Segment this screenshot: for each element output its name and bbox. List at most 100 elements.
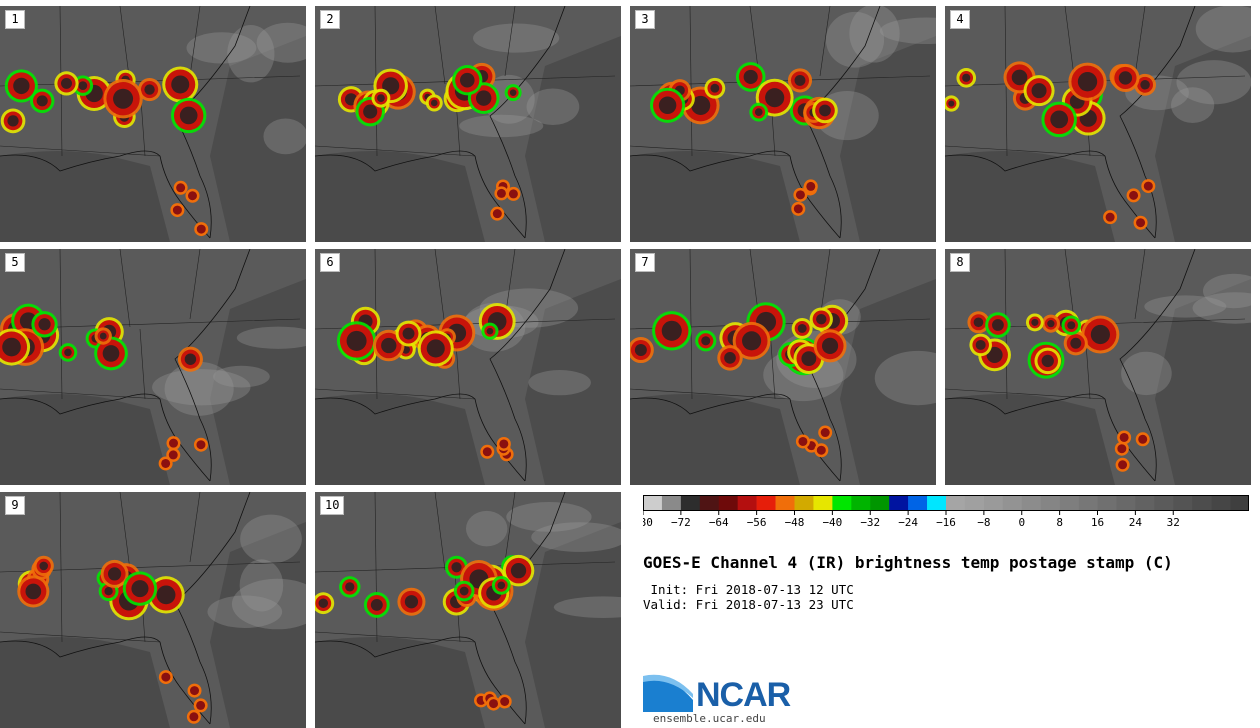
storm-core	[2, 337, 21, 357]
colorbar-swatch	[1154, 495, 1174, 511]
colorbar-swatch	[813, 495, 833, 511]
ir-map	[0, 249, 306, 485]
storm-core	[370, 598, 383, 611]
storm-core	[973, 317, 984, 328]
cloud	[1170, 87, 1215, 123]
cloud	[231, 578, 306, 630]
colorbar-swatch	[832, 495, 852, 511]
atlantic-water	[210, 279, 306, 485]
storm-core	[13, 77, 30, 95]
storm-core	[161, 458, 171, 468]
colorbar-swatch	[661, 495, 682, 511]
storm-core	[691, 95, 711, 115]
atlantic-water	[525, 522, 621, 728]
cloud	[263, 118, 306, 155]
cloud	[553, 596, 621, 618]
gulf-water	[0, 151, 170, 242]
storm-core	[1011, 69, 1028, 86]
storm-core	[798, 436, 808, 446]
storm-core	[489, 699, 499, 709]
coastline	[0, 492, 251, 725]
cloud	[186, 32, 257, 64]
storm-core	[459, 72, 475, 88]
colorbar-swatch	[1040, 495, 1060, 511]
storm-core	[345, 582, 355, 592]
ir-map	[315, 6, 621, 242]
cloud	[1203, 273, 1251, 309]
storm-core	[794, 74, 806, 86]
cloud	[256, 22, 306, 63]
storm-core	[381, 337, 397, 354]
storm-core	[1118, 71, 1133, 85]
storm-core	[172, 205, 182, 215]
storm-core	[742, 331, 762, 351]
cloud	[465, 510, 508, 547]
storm-core	[179, 106, 198, 125]
member-label: 2	[320, 10, 340, 29]
stamp-panel-4: 4	[945, 6, 1251, 242]
cloud	[236, 326, 306, 349]
ir-map	[315, 492, 621, 728]
ir-map	[0, 492, 306, 728]
storm-core	[795, 190, 805, 200]
cloud	[825, 11, 885, 68]
colorbar-swatch	[1211, 495, 1231, 511]
valid-time: Valid: Fri 2018-07-13 23 UTC	[643, 597, 854, 612]
ir-map	[0, 6, 306, 242]
storm-core	[661, 320, 682, 341]
coastline	[315, 6, 566, 239]
member-label: 1	[5, 10, 25, 29]
storm-core	[510, 562, 527, 579]
storm-core	[346, 330, 367, 351]
storm-core	[497, 581, 506, 590]
colorbar-swatch	[870, 495, 890, 511]
ir-map	[630, 249, 936, 485]
colorbar-swatch	[983, 495, 1004, 511]
storm-core	[113, 88, 134, 109]
storm-core	[1119, 432, 1129, 442]
colorbar-swatch	[794, 495, 814, 511]
colorbar-swatch	[699, 495, 720, 511]
storm-core	[1047, 320, 1055, 328]
storm-core	[1067, 321, 1076, 330]
gulf-water	[630, 394, 800, 485]
colorbar-swatch	[927, 495, 947, 511]
storm-core	[1031, 318, 1039, 326]
member-label: 7	[635, 253, 655, 272]
colorbar-swatch	[1192, 495, 1212, 511]
ncar-logo: NCAR ensemble.ucar.edu	[643, 670, 803, 726]
ir-map	[315, 249, 621, 485]
storm-core	[168, 438, 178, 448]
storm-core	[724, 352, 736, 364]
storm-core	[131, 580, 149, 598]
cloud	[207, 595, 283, 629]
storm-core	[7, 115, 19, 127]
cloud	[1195, 6, 1251, 53]
stamp-panel-5: 5	[0, 249, 306, 485]
colorbar-tick-label: −64	[709, 516, 729, 529]
gulf-water	[945, 151, 1115, 242]
colorbar-tick-label: 0	[1018, 516, 1025, 529]
colorbar-swatch	[1002, 495, 1023, 511]
cloud	[526, 88, 580, 126]
colorbar-swatch	[643, 495, 663, 511]
storm-core	[820, 428, 830, 438]
storm-core	[819, 104, 831, 117]
colorbar-swatch	[1059, 495, 1079, 511]
member-label: 10	[320, 496, 345, 515]
storm-core	[962, 73, 971, 82]
init-time: Init: Fri 2018-07-13 12 UTC	[643, 582, 854, 597]
storm-core	[1070, 337, 1082, 349]
storm-core	[1143, 181, 1153, 191]
atlantic-water	[210, 522, 306, 728]
colorbar-swatch	[889, 495, 909, 511]
colorbar-swatch	[1116, 495, 1136, 511]
storm-core	[1136, 218, 1146, 228]
storm-core	[806, 181, 816, 191]
colorbar-swatch	[964, 495, 985, 511]
storm-core	[318, 598, 329, 608]
colorbar-swatch	[1173, 495, 1193, 511]
colorbar-tick-label: −24	[898, 516, 918, 529]
atlantic-water	[1155, 36, 1251, 242]
